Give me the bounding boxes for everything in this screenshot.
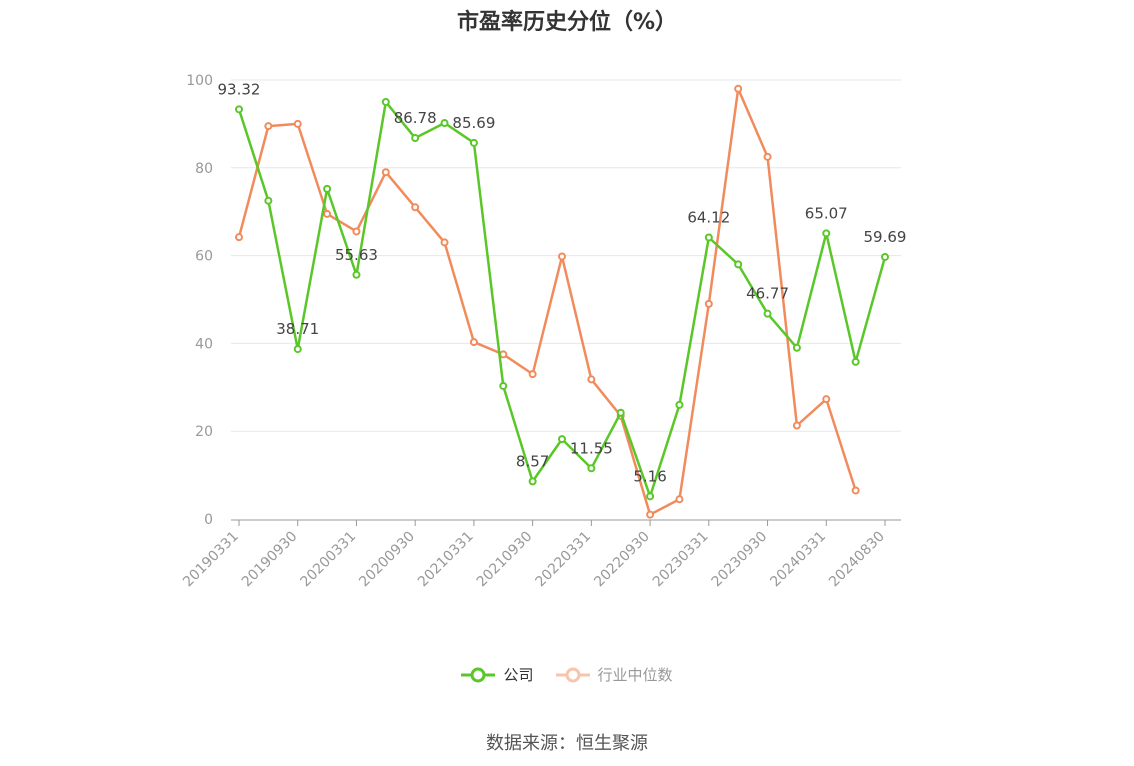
legend: 公司 行业中位数 [0,664,1134,685]
data-point [293,119,302,128]
data-point [235,233,243,242]
data-label: 55.63 [335,246,378,264]
x-tick-label: 20240830 [826,529,888,591]
data-point [675,400,684,409]
data-point [293,345,302,354]
x-tick-label: 20220930 [591,529,653,591]
data-point [763,309,772,318]
chart-title: 市盈率历史分位（%） [456,10,678,35]
data-point [411,134,420,143]
x-tick-label: 20200331 [298,529,360,591]
x-tick-label: 20220331 [532,529,594,591]
data-point [558,435,566,444]
data-point [851,357,860,366]
legend-marker-icon [461,667,496,682]
data-label: 5.16 [633,467,666,485]
x-tick-label: 20240331 [767,529,829,591]
data-label: 65.07 [805,204,848,222]
data-point [440,238,449,247]
x-tick-label: 20230930 [709,529,771,591]
data-point [235,105,243,114]
legend-marker-icon [555,667,590,682]
data-label: 8.57 [516,452,549,470]
y-tick-label: 0 [204,512,213,528]
data-point [734,84,743,93]
data-point [528,477,537,486]
data-point [763,152,772,161]
data-label: 11.55 [570,439,613,457]
data-point [881,252,889,261]
data-point [411,203,420,212]
data-point [323,209,332,218]
data-point [440,119,449,128]
data-point [822,395,831,404]
x-tick-label: 20210930 [474,529,536,591]
data-point [499,350,508,359]
x-tick-label: 20230331 [650,529,712,591]
source-note: 数据来源：恒生聚源 [486,733,648,754]
data-point [323,184,332,193]
data-point [558,252,566,261]
data-point [792,343,801,352]
x-tick-label: 20190331 [180,529,242,591]
data-point [352,227,361,236]
data-point [381,168,390,177]
data-label: 86.78 [394,109,437,127]
data-point [528,370,537,379]
y-tick-label: 60 [195,249,213,265]
data-point [792,421,801,430]
data-label: 46.77 [746,285,789,303]
data-point [851,486,860,495]
data-label: 93.32 [218,80,261,98]
y-tick-label: 20 [195,424,213,440]
legend-item-industry-median[interactable]: 行业中位数 [555,664,673,685]
data-point [646,492,655,501]
data-point [264,122,273,131]
data-point [352,270,361,279]
y-tick-label: 80 [195,161,213,177]
data-point [499,381,508,390]
data-point [264,196,273,205]
data-label: 85.69 [452,114,495,132]
series-line [237,87,857,516]
data-label: 59.69 [864,228,907,246]
data-point [704,299,713,308]
legend-label: 行业中位数 [597,666,673,684]
data-point [704,233,713,242]
data-point [469,138,478,147]
data-point [587,464,596,473]
data-point [675,495,684,504]
data-point [587,375,596,384]
data-point [734,260,743,269]
y-tick-label: 100 [186,73,213,89]
data-label: 38.71 [276,320,319,338]
y-tick-label: 40 [195,336,213,352]
legend-label: 公司 [503,666,534,684]
data-point [822,229,831,238]
data-point [646,510,655,519]
legend-item-company[interactable]: 公司 [461,664,534,685]
data-point [616,408,625,417]
data-label: 64.12 [687,209,730,227]
x-tick-label: 20210331 [415,529,477,591]
data-point [381,97,390,106]
data-point [469,338,478,347]
x-tick-label: 20190930 [239,529,301,591]
x-tick-label: 20200930 [356,529,418,591]
